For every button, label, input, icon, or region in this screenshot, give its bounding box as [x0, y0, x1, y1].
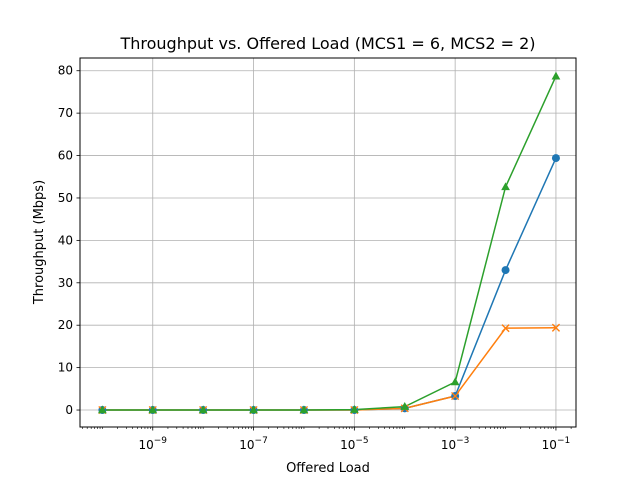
- series-2-point: [451, 391, 460, 401]
- x-axis-label: Offered Load: [286, 461, 370, 476]
- y-tick-label: 30: [58, 276, 73, 290]
- series-3-point: [198, 405, 208, 414]
- series-3-point: [349, 405, 359, 413]
- series-3-point: [148, 405, 158, 414]
- ticks: 0 10 20 30 40 50 60 70 80 10−9 10−7 10−5 10−3 10−1: [58, 64, 572, 452]
- y-tick-label: 20: [58, 318, 73, 332]
- series-3-point: [299, 405, 309, 414]
- y-axis-label: Throughput (Mbps): [32, 180, 47, 305]
- series-2-point: [551, 323, 561, 332]
- x-tick-label: 10−9: [138, 436, 167, 452]
- series-1-point: [551, 154, 560, 163]
- series-3-point: [501, 182, 510, 191]
- series-2-point: [501, 324, 510, 333]
- y-tick-label: 10: [58, 361, 73, 375]
- y-tick-label: 0: [65, 403, 73, 417]
- x-tick-label: 10−3: [441, 436, 470, 452]
- series-line-3: [102, 75, 557, 411]
- x-tick-label: 10−7: [239, 436, 268, 452]
- x-tick-label: 10−1: [542, 436, 571, 452]
- series-3-point: [400, 402, 410, 410]
- y-tick-label: 80: [58, 64, 73, 78]
- y-tick-label: 70: [58, 106, 73, 120]
- series-3-point: [450, 377, 460, 386]
- grid: [80, 58, 576, 427]
- series-layer: [97, 71, 561, 415]
- y-tick-label: 60: [58, 149, 73, 163]
- x-tick-label: 10−5: [340, 436, 369, 452]
- series-1-point: [501, 266, 510, 275]
- series-3-point: [249, 405, 258, 414]
- y-tick-label: 40: [58, 233, 73, 247]
- y-tick-label: 50: [58, 191, 73, 205]
- chart-title: Throughput vs. Offered Load (MCS1 = 6, M…: [119, 34, 535, 53]
- series-3-point: [551, 71, 561, 80]
- series-3-point: [97, 405, 107, 414]
